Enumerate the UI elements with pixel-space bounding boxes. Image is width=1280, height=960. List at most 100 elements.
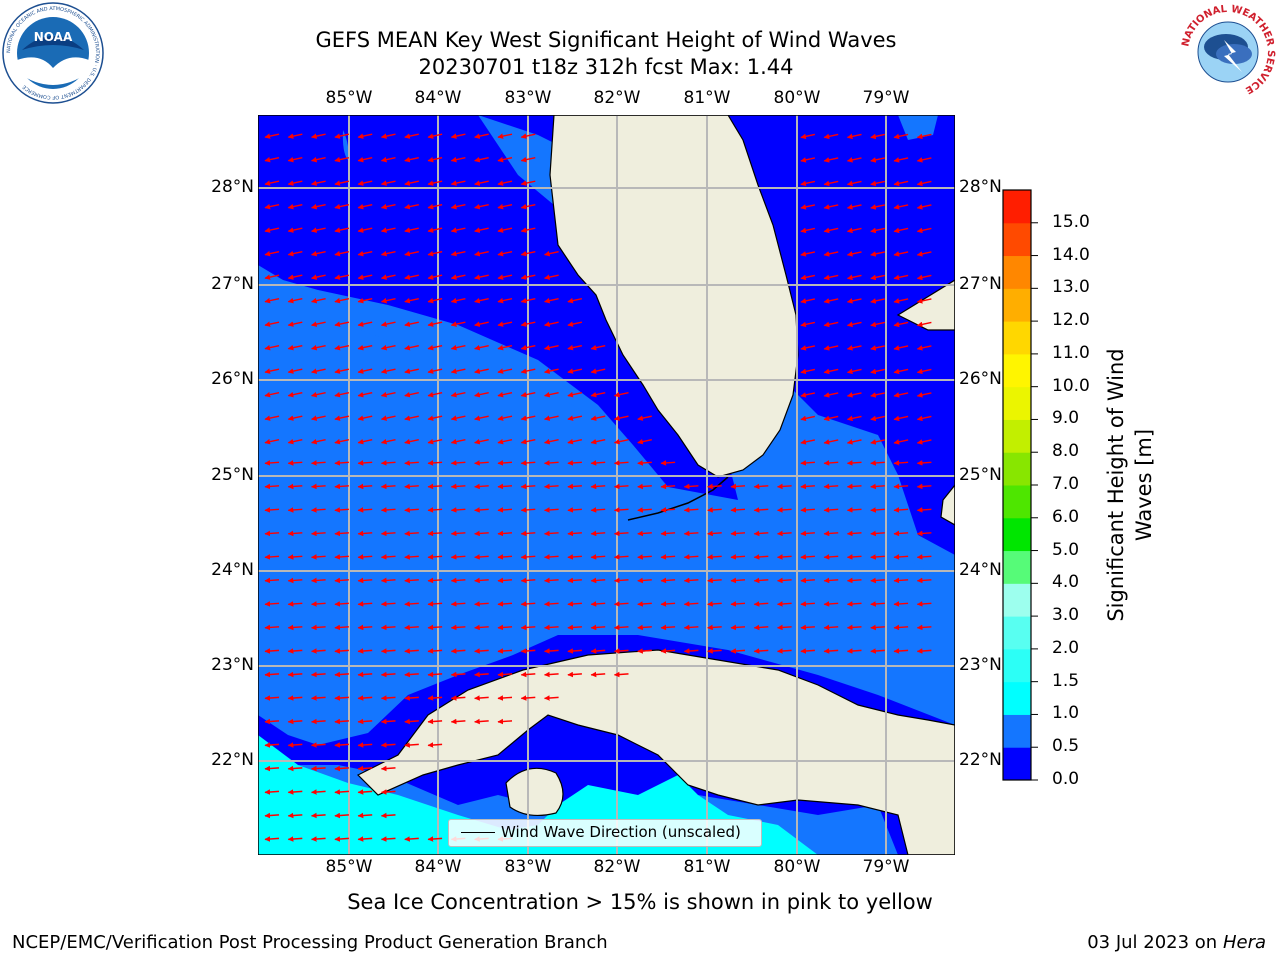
wave-direction-arrow — [287, 718, 303, 725]
wave-direction-arrow — [450, 415, 466, 421]
wave-direction-arrow — [893, 180, 909, 187]
wave-direction-arrow — [520, 601, 536, 607]
wave-direction-arrow — [264, 742, 280, 748]
wave-direction-arrow — [404, 203, 419, 210]
wave-direction-arrow — [334, 671, 349, 678]
wave-direction-arrow — [520, 460, 536, 466]
wave-direction-arrow — [334, 554, 349, 560]
wave-direction-arrow — [846, 554, 862, 560]
wave-direction-arrow — [450, 391, 466, 398]
wave-direction-arrow — [520, 368, 536, 374]
wave-direction-arrow — [893, 530, 909, 537]
wave-direction-arrow — [427, 368, 443, 374]
wave-direction-arrow — [520, 577, 536, 584]
wave-direction-arrow — [613, 577, 629, 584]
wave-direction-arrow — [846, 251, 862, 257]
wave-direction-arrow — [590, 391, 606, 398]
wave-direction-arrow — [753, 648, 769, 654]
colorbar-tick-label: 1.0 — [1052, 703, 1080, 724]
wave-direction-arrow — [264, 789, 280, 795]
wave-direction-arrow — [846, 460, 862, 466]
colorbar-tick-label: 1.5 — [1052, 670, 1080, 691]
wave-direction-arrow — [846, 298, 862, 304]
wave-direction-arrow — [450, 530, 466, 537]
wave-direction-arrow — [916, 483, 932, 490]
wave-direction-arrow — [707, 530, 722, 537]
lat-tick-right: 22°N — [959, 750, 1002, 770]
wave-direction-arrow — [334, 601, 349, 607]
wave-direction-arrow — [613, 483, 629, 490]
wave-direction-arrow — [264, 624, 280, 631]
wave-direction-arrow — [427, 180, 443, 186]
mid-wave-inset-b — [898, 115, 938, 140]
wave-direction-arrow — [264, 507, 280, 513]
wave-direction-arrow — [870, 624, 885, 631]
wave-direction-arrow — [544, 671, 559, 678]
wave-direction-arrow — [893, 345, 909, 351]
wave-direction-arrow — [916, 180, 932, 187]
wave-direction-arrow — [730, 624, 746, 631]
wave-direction-arrow — [637, 460, 652, 466]
wave-direction-arrow — [777, 554, 792, 560]
wave-direction-arrow — [870, 251, 885, 257]
wave-direction-arrow — [474, 601, 489, 607]
wave-direction-arrow — [474, 250, 489, 257]
wave-direction-arrow — [311, 344, 326, 351]
wave-direction-arrow — [357, 671, 373, 678]
wave-direction-arrow — [474, 624, 489, 631]
wave-direction-arrow — [823, 133, 839, 140]
wave-direction-arrow — [334, 368, 350, 374]
wave-direction-arrow — [380, 415, 396, 421]
wave-direction-arrow — [846, 483, 862, 490]
wave-direction-arrow — [450, 203, 466, 210]
wave-direction-arrow — [357, 180, 373, 186]
wave-direction-arrow — [497, 718, 513, 725]
wave-direction-arrow — [683, 577, 699, 584]
wave-direction-arrow — [474, 227, 489, 233]
wave-direction-arrow — [846, 439, 862, 445]
mid-wave-inset-a — [342, 130, 349, 160]
wave-direction-arrow — [520, 203, 536, 210]
wave-direction-arrow — [404, 156, 419, 163]
colorbar-segment — [1003, 616, 1031, 650]
wave-direction-arrow — [474, 671, 489, 678]
wave-direction-arrow — [590, 368, 606, 374]
lon-tick-bottom: 84°W — [414, 857, 462, 877]
wave-direction-arrow — [707, 554, 722, 560]
colorbar-segment — [1003, 583, 1031, 617]
colorbar-segment — [1003, 550, 1031, 584]
wave-direction-arrow — [870, 274, 885, 281]
wave-direction-arrow — [846, 415, 862, 422]
wave-direction-arrow — [567, 601, 582, 607]
wave-direction-arrow — [474, 648, 489, 654]
wave-direction-arrow — [380, 530, 396, 537]
wave-direction-arrow — [287, 391, 303, 398]
wave-direction-arrow — [287, 203, 303, 210]
map-title: GEFS MEAN Key West Significant Height of… — [315, 28, 897, 52]
wave-direction-arrow — [520, 250, 536, 257]
wave-direction-arrow — [264, 577, 280, 584]
wave-direction-arrow — [777, 530, 792, 537]
wave-direction-arrow — [520, 133, 536, 139]
wave-direction-arrow — [520, 624, 536, 631]
wave-direction-arrow — [380, 274, 396, 280]
wave-direction-arrow — [800, 507, 815, 513]
wave-direction-arrow — [730, 577, 746, 584]
colorbar-segment — [1003, 452, 1031, 486]
lon-tick-top: 83°W — [504, 88, 552, 108]
wave-direction-arrow — [450, 133, 466, 139]
lat-tick-left: 22°N — [211, 750, 254, 770]
colorbar-label: Significant Height of Wind Waves [m] — [1104, 348, 1156, 622]
wave-direction-arrow — [357, 274, 373, 280]
wave-direction-arrow — [660, 483, 676, 490]
colorbar-segment — [1003, 321, 1031, 355]
wave-direction-arrow — [567, 671, 582, 678]
wave-direction-arrow — [287, 368, 303, 374]
wave-direction-arrow — [404, 507, 419, 513]
lat-tick-left: 27°N — [211, 274, 254, 294]
wave-direction-arrow — [287, 274, 303, 280]
wave-direction-arrow — [264, 648, 280, 654]
wave-direction-arrow — [800, 274, 816, 281]
wave-direction-arrow — [916, 227, 932, 234]
wave-direction-arrow — [287, 765, 303, 772]
